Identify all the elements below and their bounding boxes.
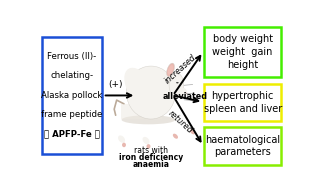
Text: increased: increased	[163, 53, 198, 86]
Text: chelating-: chelating-	[50, 71, 94, 80]
FancyBboxPatch shape	[42, 37, 102, 154]
Text: haematological
parameters: haematological parameters	[205, 135, 280, 157]
Ellipse shape	[122, 115, 175, 124]
Ellipse shape	[143, 137, 149, 144]
Ellipse shape	[168, 65, 173, 75]
Ellipse shape	[126, 66, 175, 119]
Ellipse shape	[162, 77, 174, 100]
Ellipse shape	[167, 63, 174, 77]
Text: hypertrophic
spleen and liver: hypertrophic spleen and liver	[204, 91, 282, 114]
Circle shape	[176, 82, 179, 83]
Text: rats with: rats with	[134, 146, 168, 155]
Ellipse shape	[122, 143, 126, 147]
Circle shape	[186, 93, 188, 94]
Ellipse shape	[169, 73, 184, 97]
Text: frame peptide: frame peptide	[41, 110, 103, 119]
Text: body weight
weight  gain
height: body weight weight gain height	[212, 34, 273, 70]
Text: （ APFP-Fe ）: （ APFP-Fe ）	[44, 130, 100, 139]
Text: Alaska pollock: Alaska pollock	[41, 91, 103, 100]
Ellipse shape	[124, 68, 156, 108]
Text: alleviated: alleviated	[162, 92, 208, 101]
FancyBboxPatch shape	[204, 84, 281, 121]
Text: iron deficiency: iron deficiency	[119, 153, 183, 162]
Text: retured: retured	[167, 109, 195, 136]
Ellipse shape	[147, 144, 150, 149]
Text: (+): (+)	[108, 80, 123, 89]
Text: anaemia: anaemia	[132, 160, 169, 169]
FancyBboxPatch shape	[121, 104, 162, 119]
Ellipse shape	[173, 134, 178, 139]
Ellipse shape	[118, 135, 125, 143]
Text: Ferrous (II)-: Ferrous (II)-	[47, 52, 97, 61]
Ellipse shape	[180, 88, 187, 99]
FancyBboxPatch shape	[204, 27, 281, 77]
Ellipse shape	[190, 129, 195, 134]
Circle shape	[177, 82, 178, 83]
FancyBboxPatch shape	[204, 127, 281, 165]
